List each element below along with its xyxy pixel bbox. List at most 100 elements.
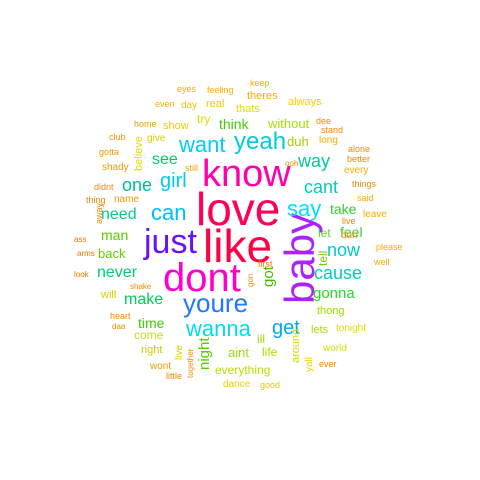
word-cloud-word: show — [163, 120, 189, 132]
word-cloud-word: eyes — [177, 84, 197, 94]
word-cloud-word: gotta — [99, 147, 120, 157]
word-cloud-word: come — [134, 328, 164, 342]
word-cloud-word: stand — [321, 125, 344, 135]
word-cloud-word: cant — [304, 177, 339, 197]
word-cloud-word: arms — [77, 249, 95, 258]
word-cloud-word: right — [141, 344, 163, 356]
word-cloud-word: alone — [348, 144, 371, 154]
word-cloud-word: way — [298, 151, 331, 171]
word-cloud-word: around — [290, 328, 302, 363]
word-cloud-word: wont — [150, 361, 172, 372]
word-cloud-word: home — [134, 119, 157, 129]
word-cloud-word: tell — [316, 250, 330, 266]
word-cloud-word: lets — [311, 324, 329, 336]
word-cloud-word: name — [114, 194, 140, 205]
word-cloud-word: world — [323, 343, 347, 354]
word-cloud-word: live — [342, 216, 356, 226]
word-cloud-word: feeling — [207, 85, 234, 95]
word-cloud-word: leave — [363, 209, 387, 220]
word-cloud-word: didnt — [94, 182, 114, 192]
word-cloud-word: first — [258, 259, 273, 269]
word-cloud-word: will — [101, 289, 117, 301]
word-cloud-word: always — [288, 96, 322, 108]
word-cloud-word: look — [74, 270, 89, 279]
word-cloud-word: can — [151, 200, 187, 225]
word-cloud-word: night — [196, 337, 213, 370]
word-cloud-word: thong — [317, 305, 345, 317]
word-cloud-word: gonna — [313, 285, 355, 302]
word-cloud-word: dun — [341, 230, 358, 241]
word-cloud-word: day — [181, 100, 198, 111]
word-cloud-word: need — [101, 206, 137, 223]
word-cloud-word: every — [344, 165, 369, 176]
word-cloud-word: girl — [160, 170, 187, 192]
word-cloud-word: ever — [319, 359, 337, 369]
word-cloud-word: yall — [304, 356, 315, 372]
word-cloud-word: life — [262, 345, 278, 359]
word-cloud-word: feel — [340, 224, 363, 240]
word-cloud-word: man — [101, 227, 129, 243]
word-cloud-word: want — [179, 132, 226, 157]
word-cloud-word: live — [174, 344, 185, 360]
word-cloud-word: said — [357, 193, 374, 203]
word-cloud-word: never — [97, 264, 138, 281]
word-cloud-word: keep — [250, 78, 270, 88]
word-cloud-word: aint — [228, 345, 249, 360]
word-cloud-word: get — [272, 317, 300, 339]
word-cloud-word: together — [186, 349, 195, 379]
word-cloud-word: tonight — [336, 323, 367, 334]
word-cloud-word: away — [94, 203, 104, 225]
word-cloud-word: still — [185, 163, 198, 173]
word-cloud-word: dont — [163, 256, 241, 300]
word-cloud-word: give — [147, 133, 166, 144]
word-cloud-word: try — [197, 112, 211, 126]
word-cloud-word: duh — [287, 134, 309, 149]
word-cloud-word: well — [374, 257, 390, 267]
word-cloud-word: say — [287, 196, 322, 221]
word-cloud-word: just — [144, 223, 197, 261]
word-cloud-word: believe — [133, 135, 145, 171]
word-cloud-word: think — [219, 116, 249, 132]
word-cloud-word: cause — [314, 263, 363, 283]
word-cloud-word: got — [260, 266, 277, 287]
word-cloud-word: take — [330, 201, 357, 217]
word-cloud-word: one — [122, 175, 153, 195]
word-cloud-word: long — [319, 135, 338, 146]
word-cloud-word: yeah — [234, 128, 287, 155]
word-cloud-word: time — [138, 315, 165, 331]
word-cloud-word: back — [98, 246, 126, 261]
word-cloud-word: ass — [74, 235, 87, 244]
word-cloud-word: things — [352, 179, 377, 189]
word-cloud-word: please — [376, 242, 403, 252]
word-cloud-word: little — [166, 371, 183, 381]
word-cloud-word: ill — [257, 332, 265, 346]
word-cloud-word: club — [109, 132, 126, 142]
word-cloud-word: dance — [223, 379, 251, 390]
word-cloud-word: without — [268, 116, 310, 131]
word-cloud-word: ooh — [285, 159, 299, 168]
word-cloud-word: heart — [110, 311, 131, 321]
word-cloud-word: dee — [316, 116, 332, 126]
word-cloud-word: gon — [246, 274, 255, 288]
word-cloud-word: like — [203, 220, 273, 272]
word-cloud-word: shady — [102, 162, 129, 173]
word-cloud-word: better — [347, 154, 371, 164]
word-cloud-word: shake — [130, 282, 152, 291]
word-cloud-word: know — [202, 153, 291, 195]
word-cloud-word: thats — [236, 103, 260, 115]
word-cloud-word: good — [260, 380, 281, 390]
word-cloud-word: youre — [183, 288, 249, 318]
word-cloud-word: let — [318, 226, 331, 240]
word-cloud-word: see — [152, 151, 178, 168]
word-cloud-word: thing — [86, 195, 106, 205]
word-cloud-word: daa — [112, 322, 126, 331]
word-cloud-word: even — [155, 99, 175, 109]
word-cloud-word: theres — [247, 90, 278, 102]
word-cloud-word: now — [327, 240, 361, 260]
word-cloud-word: real — [206, 98, 225, 110]
word-cloud-word: wanna — [186, 316, 251, 341]
word-cloud-word: everything — [215, 363, 271, 377]
word-cloud-word: love — [196, 183, 281, 235]
word-cloud-word: make — [124, 291, 164, 308]
